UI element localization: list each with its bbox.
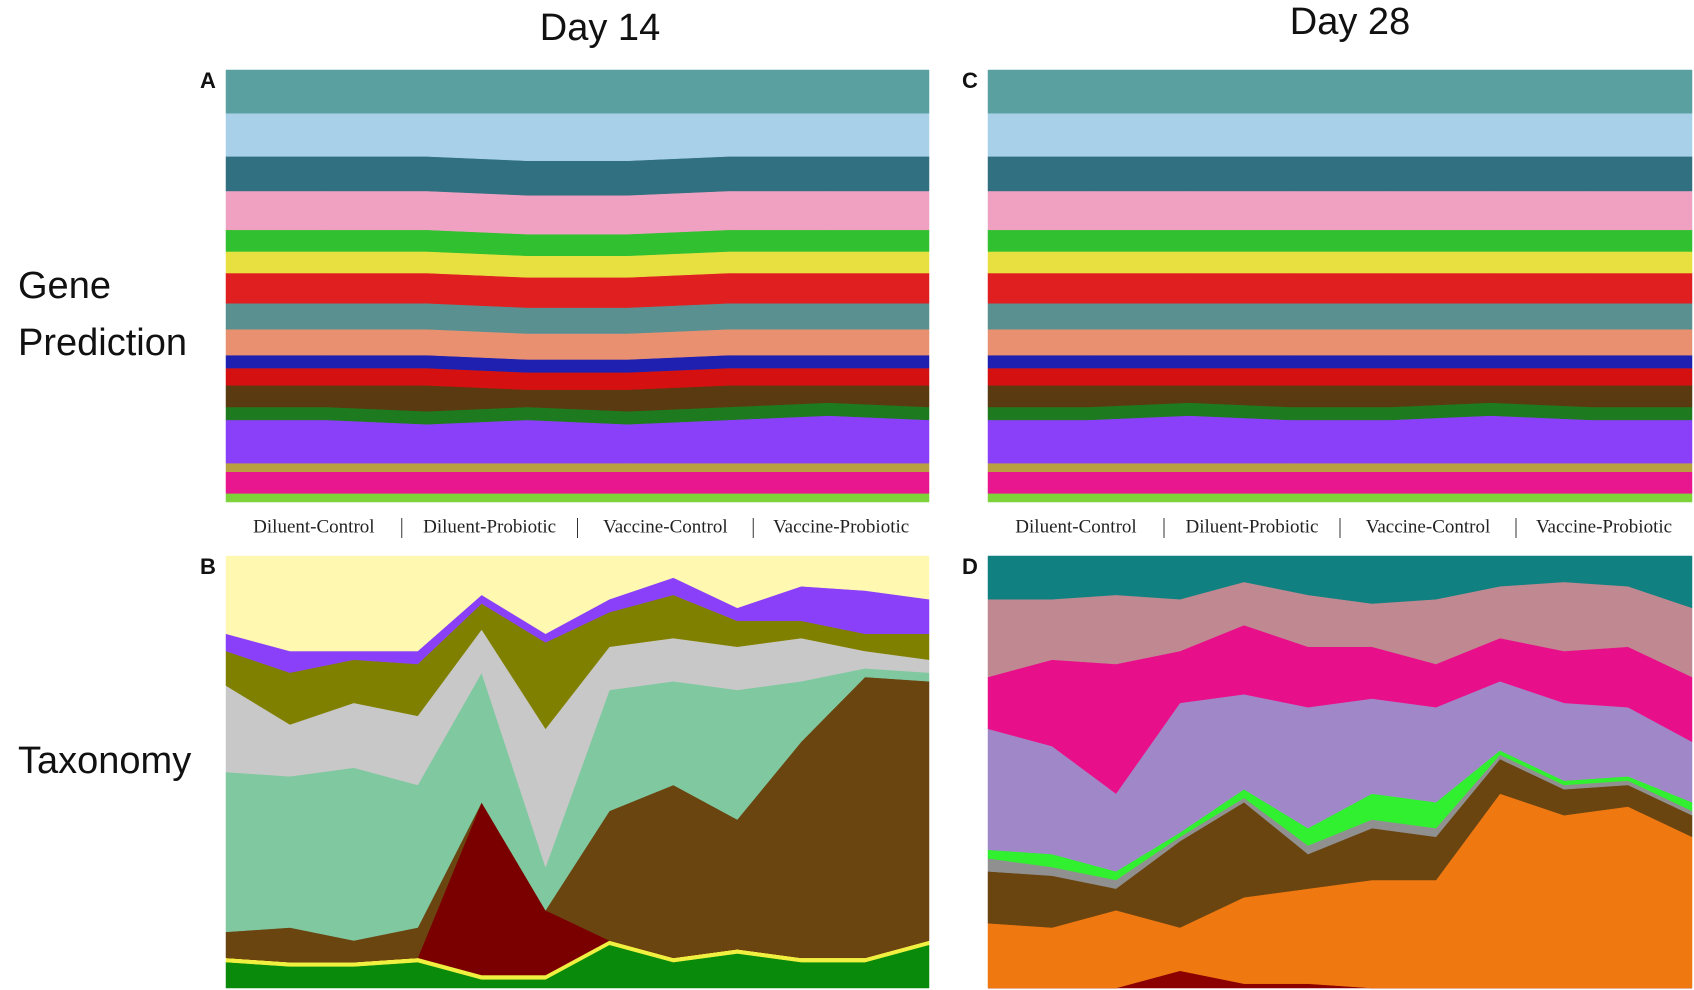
row-title: Taxonomy [18,740,191,782]
area-band [987,462,1693,473]
area-band [987,471,1693,494]
group-label: Vaccine-Probiotic [1536,516,1672,537]
area-band [987,112,1693,157]
area-band [987,69,1693,114]
area-band [987,555,1693,609]
area-band [987,385,1693,408]
area-band [225,69,930,114]
panel-label: D [962,554,978,579]
area-band [987,190,1693,231]
area-band [987,367,1693,386]
area-band [987,272,1693,304]
group-label: Diluent-Control [253,516,374,537]
area-band [987,415,1693,464]
area-band [225,493,930,503]
group-label: Diluent-Control [1015,516,1136,537]
area-band [225,272,930,308]
group-label: Vaccine-Control [603,516,728,537]
area-band [225,471,930,494]
area-band [987,156,1693,192]
area-band [225,156,930,196]
panel-label: A [200,68,216,93]
column-title: Day 14 [540,7,660,49]
area-band [225,555,930,652]
row-title: Prediction [18,322,187,364]
area-band [225,190,930,235]
area-band [987,303,1693,330]
area-band [225,415,930,464]
panel-label: C [962,68,978,93]
area-band [225,462,930,473]
group-label: Vaccine-Control [1366,516,1491,537]
area-band [987,493,1693,503]
area-band [225,112,930,161]
panel-label: B [200,554,216,579]
area-band [987,251,1693,274]
column-title: Day 28 [1290,1,1410,43]
area-band [987,354,1693,369]
group-label: Vaccine-Probiotic [773,516,909,537]
group-label: Diluent-Probiotic [1186,516,1319,537]
group-label: Diluent-Probiotic [423,516,556,537]
area-band [987,229,1693,252]
area-band [987,328,1693,356]
row-title: Gene [18,265,111,307]
